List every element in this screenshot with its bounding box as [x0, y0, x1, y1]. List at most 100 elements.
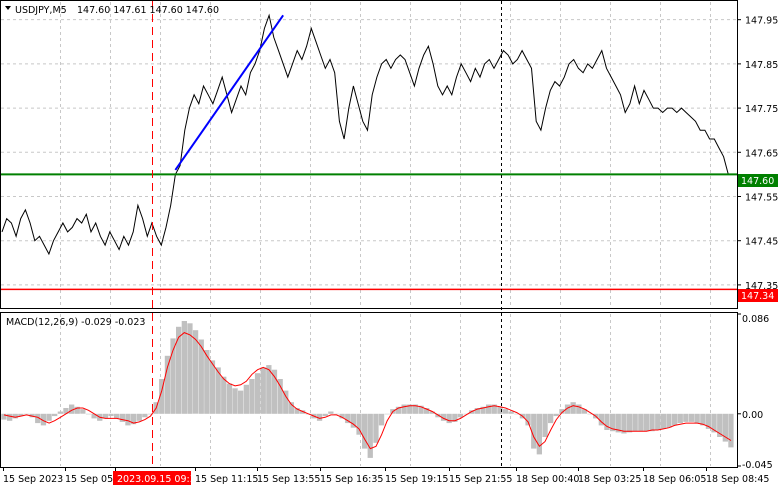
x-tick-label: 15 Sep 11:15	[195, 474, 258, 485]
macd-bar	[705, 413, 712, 429]
macd-bar	[108, 413, 114, 417]
macd-bar	[576, 404, 582, 414]
y-tick-label: -0.045	[742, 460, 773, 471]
y-tick-label: 0.086	[742, 314, 769, 325]
macd-bar	[728, 413, 734, 448]
y-tick-label: 147.85	[745, 60, 778, 71]
macd-bar	[356, 413, 362, 435]
macd-bar	[232, 388, 238, 414]
macd-bar	[621, 413, 627, 434]
macd-bar	[486, 404, 492, 414]
macd-bar	[655, 413, 661, 430]
y-tick-label: 147.55	[745, 192, 778, 203]
macd-bar	[457, 413, 464, 418]
macd-header: MACD(12,26,9) -0.029 -0.023	[6, 317, 145, 328]
macd-bar	[407, 404, 413, 414]
x-tick-label: 15 Sep 16:35	[320, 474, 383, 485]
macd-bar	[384, 413, 390, 415]
macd-bar	[187, 323, 193, 414]
trend-line[interactable]	[174, 14, 284, 171]
macd-bar	[18, 413, 24, 417]
macd-bar	[294, 408, 300, 414]
macd-bar	[271, 369, 278, 414]
x-tick-label: 15 Sep 13:55	[257, 474, 320, 485]
macd-bar	[23, 413, 30, 415]
macd-bar	[300, 410, 306, 414]
macd-bar	[536, 413, 542, 455]
crosshair-time-label: 2023.09.15 09:30	[117, 474, 202, 485]
macd-bar	[181, 321, 187, 414]
macd-bar	[700, 413, 706, 426]
macd-bar	[491, 404, 497, 414]
macd-bar	[85, 413, 92, 415]
macd-grid	[60, 314, 711, 466]
macd-bar	[418, 405, 424, 414]
macd-bar	[649, 413, 655, 432]
macd-bar	[119, 413, 125, 422]
macd-bar	[598, 413, 604, 426]
macd-bar	[666, 413, 672, 428]
macd-bar	[238, 390, 244, 414]
macd-bar	[424, 408, 430, 414]
macd-bar	[159, 379, 165, 414]
macd-bar	[688, 413, 695, 422]
macd-bar	[204, 350, 210, 414]
macd-bar	[683, 413, 689, 422]
macd-bar	[277, 379, 283, 414]
macd-bar	[147, 413, 154, 415]
macd-bar	[587, 413, 593, 415]
macd-bar	[35, 413, 41, 424]
symbol-dropdown[interactable]: USDJPY,M5	[5, 5, 67, 16]
macd-bar	[514, 413, 520, 415]
macd-bar	[672, 413, 678, 426]
macd-bar	[463, 413, 469, 415]
macd-bar	[266, 365, 272, 414]
macd-bar	[288, 402, 294, 414]
macd-bar	[136, 413, 142, 421]
macd-bar	[440, 413, 447, 421]
price-line	[1, 13, 733, 256]
chevron-down-icon[interactable]	[5, 6, 11, 10]
macd-bar	[480, 406, 486, 414]
macd-bar	[7, 413, 13, 421]
macd-bar	[164, 355, 171, 414]
macd-bar	[643, 413, 650, 432]
macd-bar	[209, 360, 216, 414]
macd-bar	[373, 413, 379, 443]
macd-bar	[243, 384, 249, 414]
macd-bar	[525, 413, 531, 426]
macd-bar	[339, 413, 345, 419]
macd-bar	[322, 413, 328, 417]
macd-bar	[378, 413, 385, 426]
macd-bar	[446, 413, 452, 424]
y-tick-label: 147.95	[745, 16, 778, 27]
support-price-tag-label: 147.34	[741, 291, 774, 302]
x-tick-label: 18 Sep 06:05	[643, 474, 706, 485]
macd-bar	[57, 411, 63, 414]
macd-bar	[412, 404, 418, 414]
macd-bar	[570, 402, 576, 414]
price-panel-frame	[0, 0, 738, 309]
macd-bar	[610, 413, 616, 432]
x-tick-label: 15 Sep 19:15	[385, 474, 448, 485]
macd-bar	[401, 404, 407, 414]
macd-bar	[722, 413, 728, 442]
x-tick-label: 15 Sep 2023	[3, 474, 63, 485]
quote-values: 147.60 147.61 147.60 147.60	[77, 5, 219, 16]
macd-bar	[559, 409, 565, 414]
macd-bar	[694, 413, 700, 424]
macd-bar	[435, 413, 441, 418]
macd-bar	[1, 413, 7, 420]
macd-bar	[604, 413, 610, 430]
macd-bar	[660, 413, 666, 429]
macd-histogram	[1, 321, 734, 458]
y-tick-label: 0.00	[742, 410, 763, 421]
macd-bar	[12, 413, 18, 419]
macd-bar	[192, 330, 199, 414]
macd-bar	[125, 413, 131, 426]
symbol-label: USDJPY,M5	[15, 5, 67, 16]
macd-bar	[283, 390, 289, 414]
macd-bar	[497, 406, 503, 414]
macd-bar	[677, 413, 683, 424]
